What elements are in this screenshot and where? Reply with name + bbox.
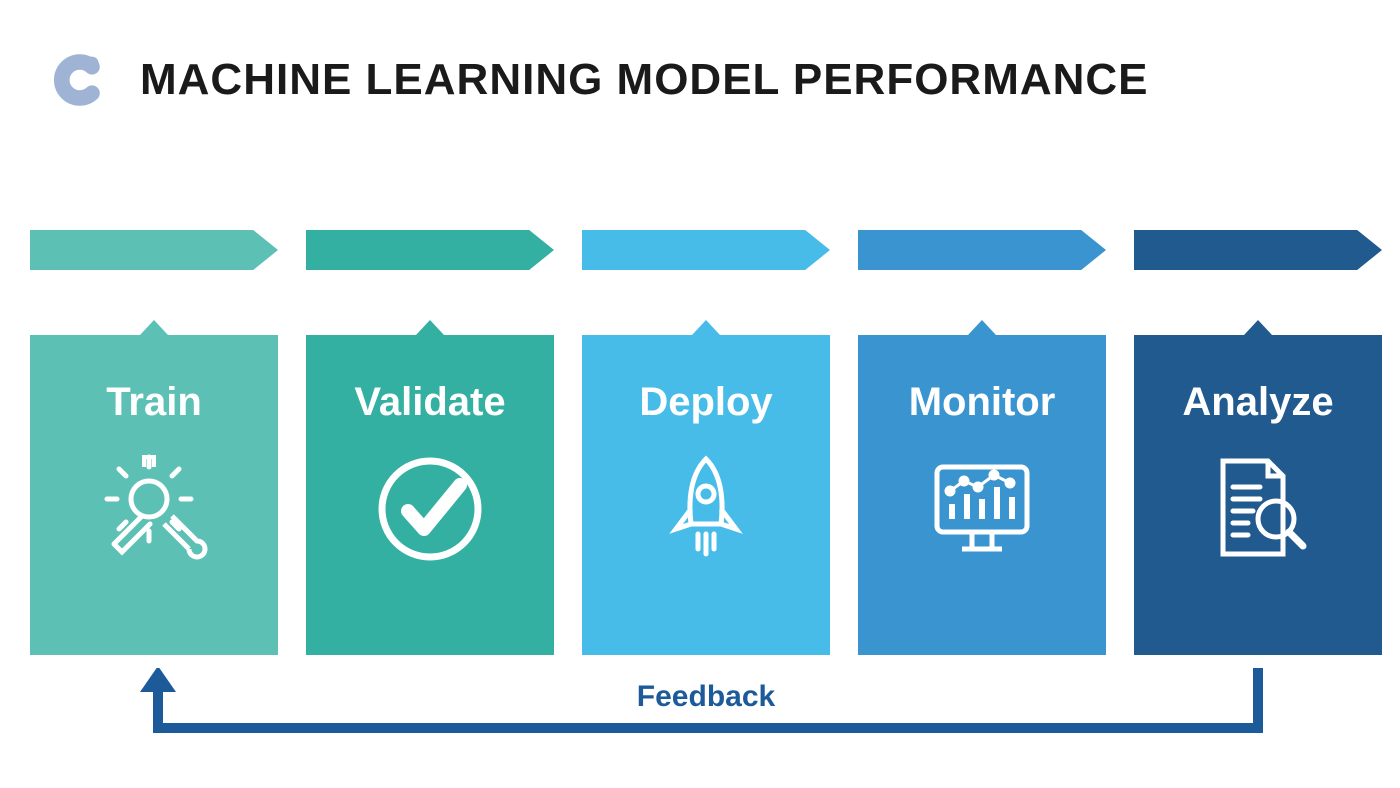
header: MACHINE LEARNING MODEL PERFORMANCE	[0, 0, 1400, 110]
feedback-arrow: Feedback	[30, 668, 1382, 758]
stage-monitor: Monitor	[858, 335, 1106, 655]
gear-wrench-icon	[94, 449, 214, 569]
stage-label: Deploy	[639, 380, 772, 425]
page-title: MACHINE LEARNING MODEL PERFORMANCE	[140, 55, 1149, 105]
document-magnify-icon	[1198, 449, 1318, 569]
stage-validate: Validate	[306, 335, 554, 655]
logo-icon	[50, 50, 110, 110]
stage-deploy: Deploy	[582, 335, 830, 655]
stage-label: Analyze	[1182, 380, 1333, 425]
rocket-icon	[646, 449, 766, 569]
monitor-chart-icon	[922, 449, 1042, 569]
stage-analyze: Analyze	[1134, 335, 1382, 655]
stage-label: Monitor	[909, 380, 1056, 425]
feedback-label: Feedback	[637, 680, 775, 714]
stage-label: Train	[106, 380, 202, 425]
stage-train: Train	[30, 335, 278, 655]
stage-label: Validate	[354, 380, 505, 425]
checkmark-circle-icon	[370, 449, 490, 569]
stages-row: Train Validate Deploy	[30, 230, 1382, 655]
